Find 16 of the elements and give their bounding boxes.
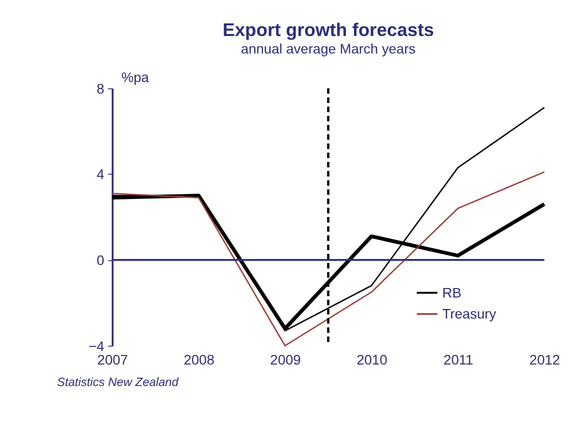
text: Statistics New Zealand (57, 375, 179, 390)
x-tick-label: 2008 (184, 352, 215, 368)
y-tick-label: −4 (88, 338, 105, 354)
x-tick-label: 2012 (529, 352, 560, 368)
x-tick-label: 2011 (444, 352, 474, 368)
y-axis-title: %pa (121, 70, 150, 85)
chart-subtitle: annual average March years (240, 41, 416, 56)
legend-label: RB (442, 285, 462, 300)
legend-label: Treasury (442, 306, 496, 322)
x-tick-label: 2010 (356, 352, 388, 368)
y-tick-label: 8 (96, 81, 105, 96)
y-tick-label: 4 (96, 167, 105, 182)
x-tick-label: 2009 (270, 352, 302, 368)
x-tick-label: 2007 (97, 352, 128, 368)
chart-title: Export growth forecasts (222, 18, 434, 40)
y-tick-label: 0 (96, 252, 105, 268)
